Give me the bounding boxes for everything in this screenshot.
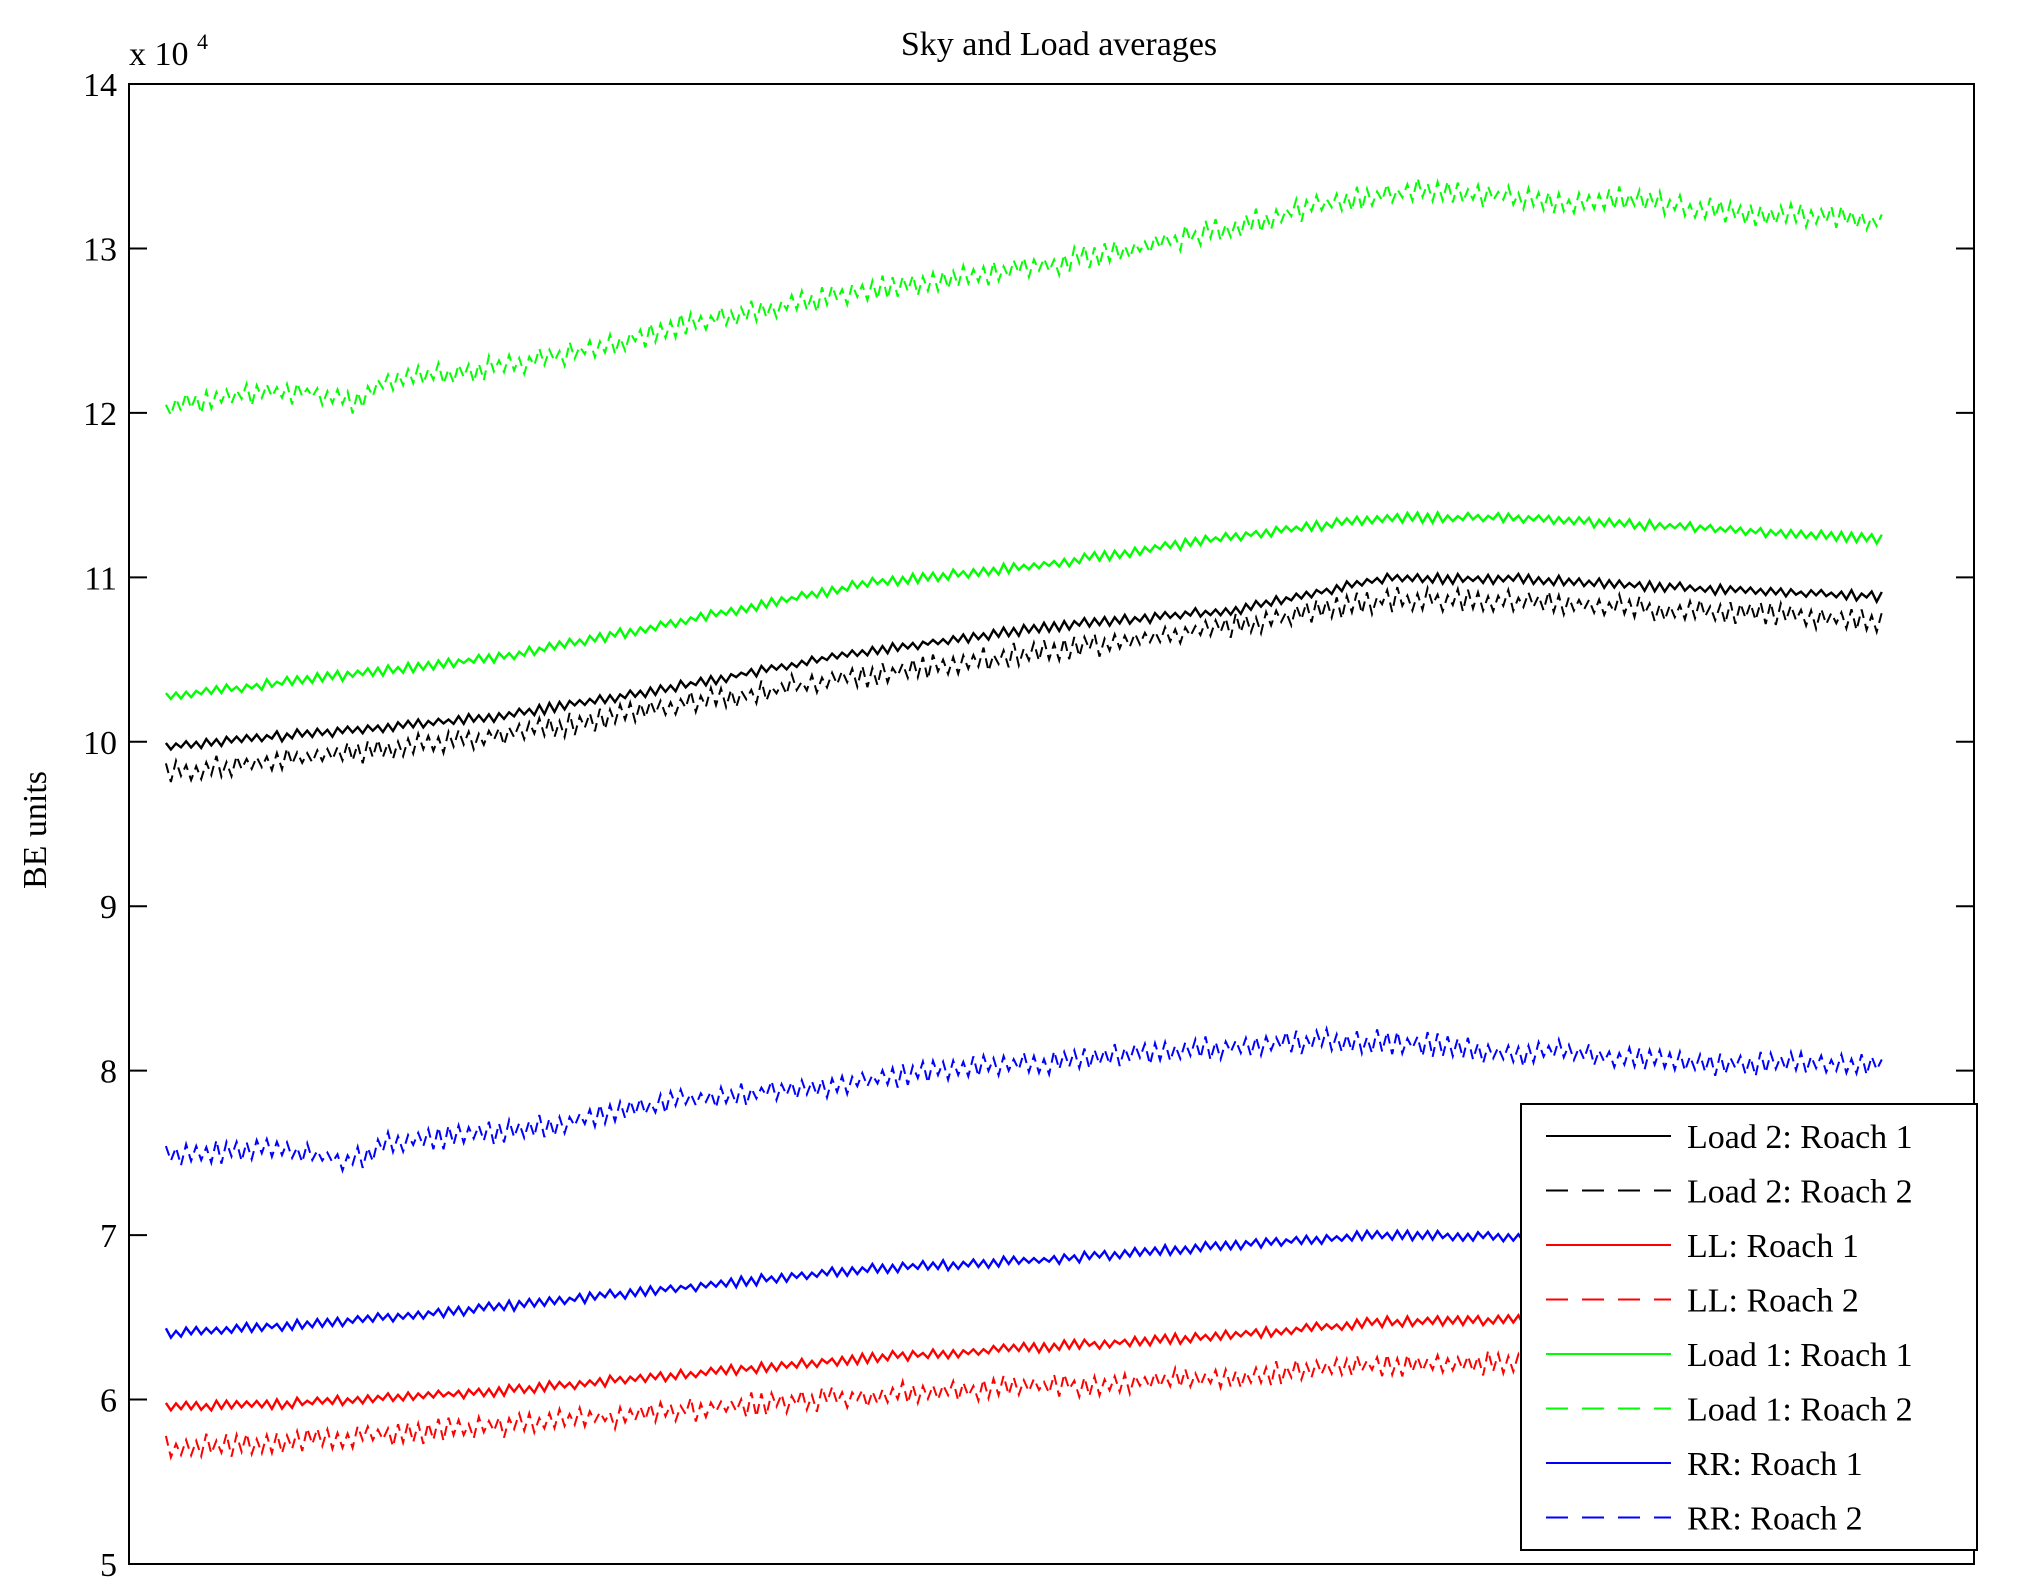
- legend-box: [1520, 1103, 1978, 1551]
- y-tick-label: 5: [100, 1547, 117, 1584]
- y-tick-label: 12: [83, 396, 117, 433]
- series-line-load-1-roach-1: [164, 509, 1883, 701]
- y-tick-label: 7: [100, 1218, 117, 1255]
- y-tick-label: 10: [83, 725, 117, 762]
- y-multiplier-label: x 10 4: [129, 29, 208, 73]
- legend-label-load-2-roach-2: Load 2: Roach 2: [1687, 1174, 1913, 1211]
- series-line-load-1-roach-2: [165, 177, 1883, 418]
- series-line-load-2-roach-1: [164, 571, 1883, 752]
- y-tick-label: 6: [100, 1383, 117, 1420]
- series-line-load-2-roach-2: [164, 584, 1883, 784]
- y-axis-label: BE units: [17, 771, 54, 889]
- legend-label-rr-roach-1: RR: Roach 1: [1687, 1446, 1863, 1483]
- y-multiplier-base: x 10: [129, 36, 189, 73]
- y-tick-label: 14: [83, 67, 117, 104]
- y-tick-label: 8: [100, 1054, 117, 1091]
- legend-label-ll-roach-1: LL: Roach 1: [1687, 1228, 1859, 1265]
- y-tick-label: 11: [84, 560, 117, 597]
- legend-label-load-2-roach-1: Load 2: Roach 1: [1687, 1119, 1913, 1156]
- legend-label-load-1-roach-2: Load 1: Roach 2: [1687, 1392, 1913, 1429]
- chart-title: Sky and Load averages: [901, 26, 1217, 63]
- legend-label-rr-roach-2: RR: Roach 2: [1687, 1501, 1863, 1538]
- y-multiplier-exponent: 4: [197, 29, 208, 54]
- plot-frame: [128, 83, 1975, 1565]
- series-line-rr-roach-2: [164, 1024, 1883, 1174]
- y-axis-ticks: 5 6 7 8 9 10 11 12 13 14: [83, 67, 1974, 1584]
- y-tick-label: 9: [100, 889, 117, 926]
- legend-label-ll-roach-2: LL: Roach 2: [1687, 1283, 1859, 1320]
- legend: Load 2: Roach 1 Load 2: Roach 2 LL: Roach …: [1520, 1103, 1978, 1551]
- legend-label-load-1-roach-1: Load 1: Roach 1: [1687, 1337, 1913, 1374]
- y-tick-label: 13: [83, 231, 117, 268]
